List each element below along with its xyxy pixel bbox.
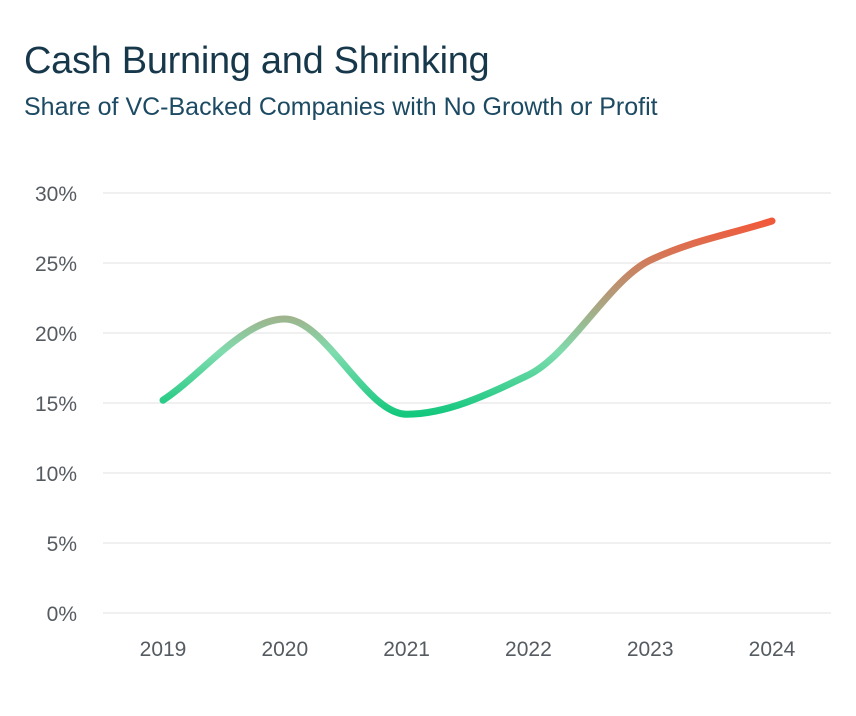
series-layer	[159, 217, 776, 418]
data-point	[160, 397, 167, 404]
x-tick-label: 2022	[505, 638, 552, 661]
y-tick-label: 0%	[47, 603, 77, 626]
x-tick-label: 2019	[140, 638, 187, 661]
y-axis-ticks: 0% 5% 10% 15% 20% 25% 30%	[35, 183, 77, 626]
x-tick-label: 2021	[383, 638, 430, 661]
chart-title: Cash Burning and Shrinking	[24, 40, 490, 82]
data-point	[403, 411, 410, 418]
x-tick-label: 2023	[627, 638, 674, 661]
y-tick-label: 10%	[35, 463, 77, 486]
x-tick-label: 2024	[749, 638, 796, 661]
y-tick-label: 5%	[47, 533, 77, 556]
gridlines	[103, 192, 831, 614]
data-point	[647, 257, 654, 264]
y-tick-label: 25%	[35, 253, 77, 276]
chart-subtitle: Share of VC-Backed Companies with No Gro…	[24, 93, 658, 121]
data-point	[769, 218, 776, 225]
x-axis-ticks: 2019 2020 2021 2022 2023 2024	[140, 638, 796, 661]
data-point	[525, 372, 532, 379]
x-tick-label: 2020	[261, 638, 308, 661]
y-tick-label: 20%	[35, 323, 77, 346]
y-tick-label: 15%	[35, 393, 77, 416]
series-line	[159, 217, 776, 418]
data-point	[281, 316, 288, 323]
y-tick-label: 30%	[35, 183, 77, 206]
